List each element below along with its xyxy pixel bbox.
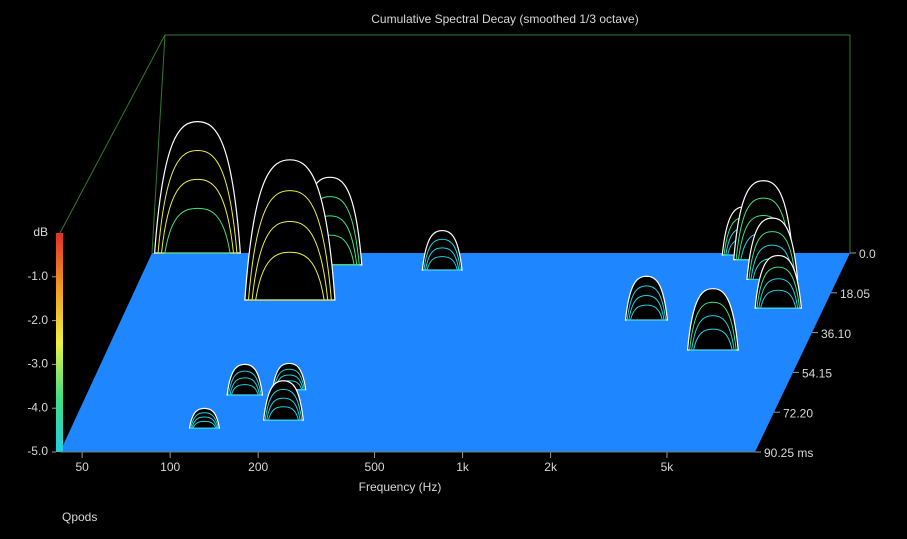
chart-title: Cumulative Spectral Decay (smoothed 1/3 … (371, 12, 638, 26)
z-tick-label: 90.25 ms (764, 446, 813, 460)
decay-contour (691, 315, 735, 351)
decay-contour (756, 266, 801, 309)
decay-contour (251, 220, 329, 301)
decay-contour (247, 190, 332, 301)
peak (754, 254, 803, 309)
decay-contour (273, 368, 305, 391)
decay-contour (255, 251, 325, 301)
decay-contour (227, 370, 262, 396)
x-axis-label: Frequency (Hz) (359, 480, 442, 494)
decay-contour (426, 256, 458, 271)
peak (686, 288, 739, 351)
decay-contour (693, 328, 733, 351)
x-tick-label: 500 (365, 460, 385, 474)
peak (262, 380, 304, 421)
decay-contour (423, 238, 462, 271)
peak (188, 407, 221, 429)
z-tick-label: 72.20 (783, 406, 813, 420)
decay-contour (629, 304, 663, 321)
color-bar (56, 233, 63, 452)
y-axis-label: dB (33, 225, 48, 239)
back-wall (151, 34, 851, 254)
peak (421, 229, 463, 271)
decay-contour (164, 207, 231, 254)
decay-contour (266, 397, 301, 421)
y-tick-label: -4.0 (27, 400, 48, 414)
footer: Qpods (62, 510, 97, 524)
peak (624, 275, 669, 321)
decay-contour (264, 388, 303, 421)
decay-contour (229, 377, 261, 396)
peak (226, 363, 264, 396)
y-tick-label: -2.0 (27, 313, 48, 327)
x-tick-label: 100 (160, 460, 180, 474)
decay-contour (230, 384, 259, 396)
decay-contour (160, 178, 235, 254)
z-tick-label: 36.10 (821, 327, 851, 341)
x-tick-label: 1k (456, 460, 470, 474)
y-tick-label: -3.0 (27, 357, 48, 371)
decay-contour (689, 301, 737, 351)
decay-contour (628, 295, 665, 321)
x-tick-label: 5k (661, 460, 675, 474)
decay-contour (760, 289, 797, 309)
peak (244, 159, 336, 301)
x-tick-label: 200 (248, 460, 268, 474)
decay-contour (157, 150, 238, 254)
y-tick-label: -5.0 (27, 444, 48, 458)
z-tick-label: 0.0 (859, 247, 876, 261)
y-tick-label: -1.0 (27, 269, 48, 283)
decay-contour (190, 412, 219, 429)
decay-contour (191, 416, 218, 429)
side-wall (59, 34, 166, 234)
decay-contour (424, 247, 460, 271)
decay-contour (626, 285, 667, 321)
x-tick-label: 50 (75, 460, 89, 474)
decay-contour (274, 374, 304, 391)
decay-contour (748, 231, 797, 280)
z-tick-label: 18.05 (840, 287, 870, 301)
peak-surface (153, 120, 241, 254)
decay-contour (267, 406, 300, 421)
z-tick-label: 54.15 (802, 367, 832, 381)
x-tick-label: 2k (544, 460, 558, 474)
floor (60, 253, 850, 452)
peak (153, 120, 241, 254)
decay-contour (758, 278, 799, 309)
peak-surface (244, 159, 336, 301)
decay-contour (192, 420, 217, 429)
